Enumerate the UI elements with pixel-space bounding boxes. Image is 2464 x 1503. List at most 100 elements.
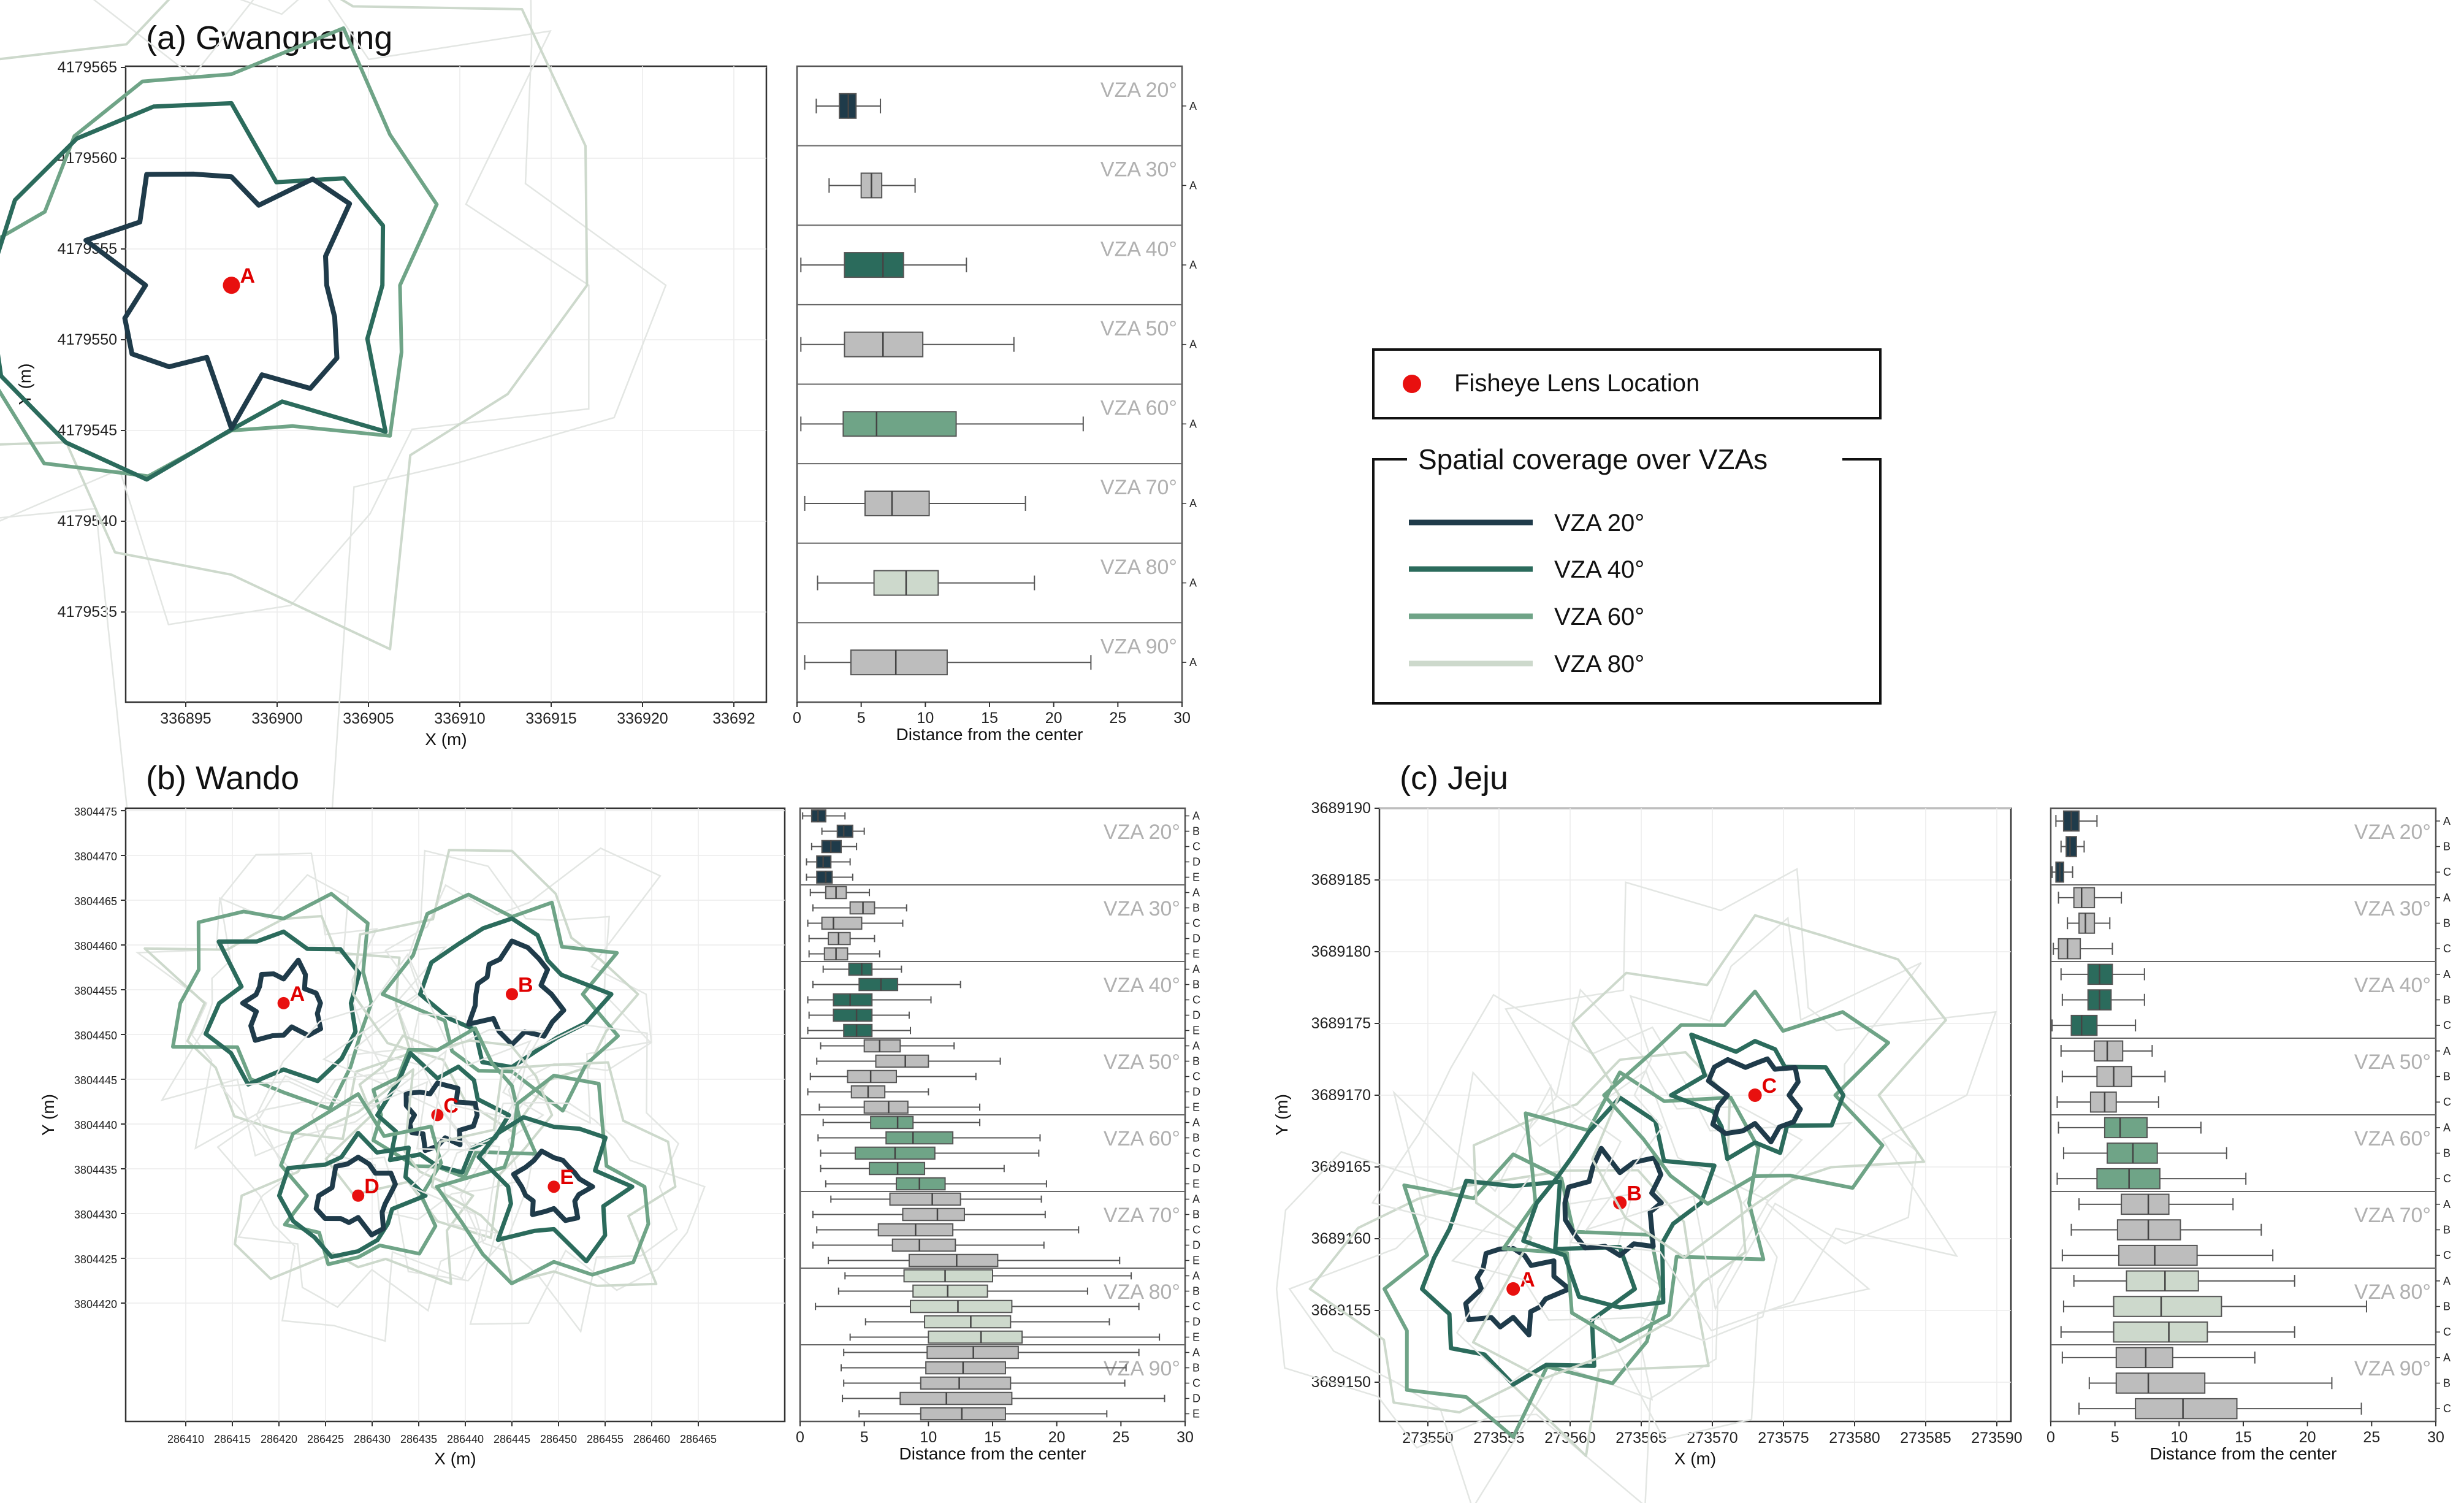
map-xtick-label: 286425: [307, 1433, 344, 1445]
boxplot-vza50-site-D: D: [807, 1085, 1200, 1099]
box-site-label: A: [1192, 1117, 1200, 1129]
vza-group-label: VZA 50°: [1104, 1050, 1180, 1074]
box-xtick-label: 15: [984, 1429, 1001, 1446]
boxplot-vza50-site-C: C: [809, 1069, 1200, 1084]
coverage-trace-grey: [1505, 867, 1997, 1332]
boxplot-vza20-site-E: E: [806, 870, 1200, 884]
boxplot-vza60-site-B: B: [817, 1131, 1200, 1145]
vza-group-label: VZA 60°: [2354, 1127, 2431, 1150]
lens-location-marker: [431, 1109, 444, 1122]
box-site-label: A: [2443, 815, 2451, 827]
box-iqr: [2115, 1372, 2206, 1394]
box-iqr: [816, 870, 833, 884]
box-iqr: [833, 993, 873, 1007]
map-xlabel: X (m): [1674, 1449, 1716, 1468]
map-ytick-label: 3804435: [74, 1164, 117, 1176]
box-site-label: E: [1192, 871, 1200, 884]
box-iqr: [912, 1284, 988, 1298]
box-site-label: B: [1192, 1132, 1200, 1144]
box-iqr: [2126, 1270, 2199, 1292]
boxplot-vza90-site-B: B: [840, 1361, 1200, 1375]
box-site-label: A: [1189, 338, 1197, 351]
coverage-trace-grey: [1451, 988, 1803, 1342]
boxplot-vza60-site-E: E: [825, 1177, 1200, 1191]
map-xtick-label: 33692: [712, 710, 755, 727]
box-xtick-label: 0: [2046, 1429, 2055, 1446]
box-site-label: B: [1192, 825, 1200, 838]
box-site-label: E: [1192, 1408, 1200, 1420]
boxplot-vza40-site-C: C: [807, 993, 1200, 1007]
legend-label-vza40: VZA 40°: [1554, 556, 1644, 583]
box-iqr: [2113, 1321, 2208, 1343]
coverage-polygon-vza80: [1308, 1169, 1710, 1458]
box-site-label: A: [2443, 1352, 2451, 1364]
box-site-label: D: [1192, 1316, 1200, 1328]
vza-group-label: VZA 90°: [1104, 1357, 1180, 1380]
box-xtick-label: 0: [796, 1429, 804, 1446]
boxplot-vza40-site-A: A: [800, 252, 1197, 278]
box-iqr: [2115, 1347, 2173, 1369]
coverage-trace-grey: [0, 0, 667, 835]
boxplot-vza50-site-A: A: [800, 331, 1197, 358]
box-site-label: C: [2443, 1249, 2451, 1261]
panel-title-c: (c) Jeju: [1400, 760, 1508, 797]
map-xtick-label: 336895: [160, 710, 211, 727]
legend: Fisheye Lens Location Spatial coverage o…: [1372, 348, 1882, 705]
vza-group-label: VZA 20°: [2354, 820, 2431, 844]
boxplot-vza40-site-E: E: [807, 1023, 1200, 1038]
map-xtick-label: 286420: [261, 1433, 297, 1445]
box-xtick-label: 15: [981, 709, 998, 727]
boxplot-vza90-site-A: A: [2061, 1347, 2451, 1369]
map-ytick-label: 3804440: [74, 1119, 117, 1131]
box-xtick-label: 0: [793, 709, 801, 727]
boxplot-vza60-site-C: C: [820, 1146, 1200, 1160]
coverage-trace-grey: [1584, 916, 1922, 1311]
vza-group-label: VZA 30°: [1104, 897, 1180, 920]
boxplot-vza20-site-A: A: [2055, 810, 2451, 832]
box-site-label: C: [1192, 1377, 1200, 1390]
box-site-label: D: [1192, 1086, 1200, 1098]
box-site-label: B: [2443, 1224, 2451, 1236]
coverage-polygon-vza20: [1562, 1145, 1664, 1258]
box-site-label: C: [2443, 1402, 2451, 1415]
box-iqr: [920, 1376, 1012, 1390]
coverage-polygon-vza20: [240, 957, 323, 1043]
site-label: D: [364, 1175, 380, 1198]
boxplot-vza40-site-A: A: [822, 962, 1200, 976]
boxplot-vza60-site-D: D: [820, 1161, 1200, 1176]
coverage-trace-grey: [160, 852, 396, 1157]
map-ytick-label: 3689180: [1311, 943, 1371, 960]
box-site-label: D: [1192, 1239, 1200, 1252]
coverage-polygon-vza20: [466, 938, 566, 1047]
vza-group-label: VZA 50°: [2354, 1050, 2431, 1074]
map-xtick-label: 336915: [525, 710, 576, 727]
map-ytick-label: 4179535: [58, 603, 117, 621]
boxplot-vza70-site-C: C: [816, 1223, 1200, 1237]
box-site-label: A: [2443, 1275, 2451, 1287]
vza-group-label: VZA 80°: [1104, 1280, 1180, 1304]
box-iqr: [2135, 1398, 2238, 1420]
box-site-label: E: [1192, 1101, 1200, 1114]
box-site-label: B: [1192, 1362, 1200, 1374]
box-site-label: A: [1189, 259, 1197, 271]
boxplot-vza40-site-B: B: [812, 977, 1200, 992]
box-xtick-label: 30: [2427, 1429, 2444, 1446]
boxplot-vza50-site-E: E: [818, 1100, 1200, 1114]
box-iqr: [2094, 1040, 2124, 1062]
box-iqr: [896, 1177, 946, 1191]
map-xlabel: X (m): [434, 1449, 476, 1468]
box-site-label: C: [2443, 943, 2451, 955]
map-xtick-label: 273585: [1900, 1429, 1951, 1447]
box-iqr: [870, 1115, 914, 1130]
boxplot-vza60-site-C: C: [2056, 1168, 2451, 1190]
vza-group-label: VZA 80°: [1100, 556, 1177, 579]
box-site-label: C: [2443, 1096, 2451, 1108]
box-site-label: B: [2443, 1301, 2451, 1313]
boxplot-vza80-site-C: C: [2060, 1321, 2451, 1343]
coverage-polygon-vza60: [279, 1092, 443, 1266]
box-xtick-label: 10: [920, 1429, 937, 1446]
vza-group-label: VZA 90°: [2354, 1357, 2431, 1380]
boxplot-vza70-site-B: B: [2070, 1219, 2451, 1241]
box-iqr: [858, 977, 899, 992]
map-ylabel: Y (m): [39, 1094, 58, 1136]
